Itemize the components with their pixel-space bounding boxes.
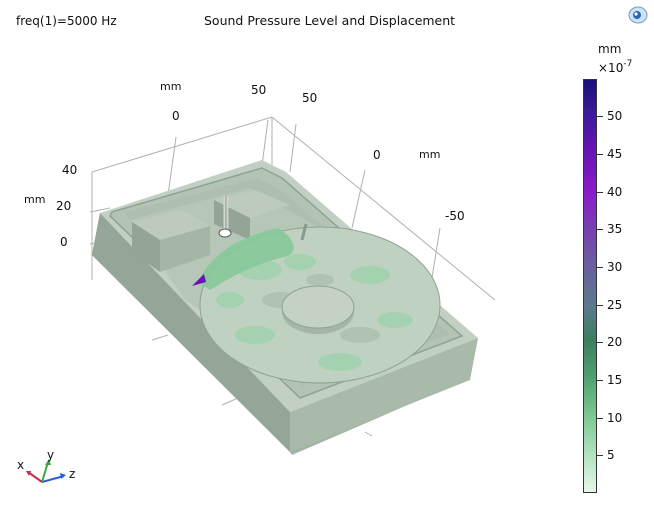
z-tick-label: 20 <box>56 199 72 213</box>
block-left-top <box>132 210 210 240</box>
block-right-side <box>214 200 250 240</box>
colorbar-tick-label: 25 <box>607 298 623 312</box>
z-axis-unit: mm <box>24 193 46 206</box>
probe-tip <box>218 228 232 238</box>
plot-title: Sound Pressure Level and Displacement <box>204 13 456 28</box>
displacement-peak-tip <box>192 274 206 286</box>
colorbar <box>583 79 597 493</box>
frequency-label: freq(1)=5000 Hz <box>16 14 117 28</box>
block-right-top <box>214 190 290 218</box>
x-axis-unit: mm <box>160 80 182 93</box>
colorbar-tick-label: 10 <box>607 411 623 425</box>
colorbar-exponent: ×10-7 <box>598 59 633 75</box>
colorbar-tick-label: 35 <box>607 222 623 236</box>
app-logo-icon <box>628 6 648 24</box>
colorbar-unit: mm <box>598 42 622 56</box>
triad-y-label: y <box>47 448 55 462</box>
x-tick-label: 0 <box>172 109 180 123</box>
colorbar-tick-label: 50 <box>607 109 623 123</box>
colorbar-tick <box>597 305 603 306</box>
colorbar-tick <box>597 229 603 230</box>
triad-z-label: z <box>69 467 76 481</box>
x-tick-label: 50 <box>251 83 267 97</box>
y-tick-label: -50 <box>445 209 465 223</box>
y-tick-label: 0 <box>373 148 381 162</box>
colorbar-tick <box>597 380 603 381</box>
membrane-displacement-pattern <box>216 254 413 371</box>
z-tick-label: 40 <box>62 163 78 177</box>
block-left-side <box>132 222 160 272</box>
y-axis-unit: mm <box>419 148 441 161</box>
z-tick-label: 0 <box>60 235 68 249</box>
secondary-probe <box>300 223 308 241</box>
colorbar-tick-label: 15 <box>607 373 623 387</box>
colorbar-tick-label: 45 <box>607 147 623 161</box>
box-front-lower <box>92 213 290 452</box>
colorbar-tick <box>597 192 603 193</box>
box-right-face <box>290 338 478 452</box>
block-left-front <box>160 226 210 272</box>
colorbar-tick <box>597 154 603 155</box>
colorbar-tick-label: 40 <box>607 185 623 199</box>
y-tick-label: 50 <box>302 91 318 105</box>
triad-x-label: x <box>17 458 25 472</box>
displacement-peak-lobe <box>198 228 294 290</box>
axis-triad-icon <box>26 459 66 483</box>
colorbar-tick-label: 20 <box>607 335 623 349</box>
colorbar-tick-label: 5 <box>607 448 615 462</box>
colorbar-tick <box>597 342 603 343</box>
colorbar-tick <box>597 116 603 117</box>
colorbar-tick <box>597 418 603 419</box>
colorbar-tick <box>597 267 603 268</box>
colorbar-tick <box>597 455 603 456</box>
center-disk-top <box>281 285 355 329</box>
colorbar-tick-label: 30 <box>607 260 623 274</box>
